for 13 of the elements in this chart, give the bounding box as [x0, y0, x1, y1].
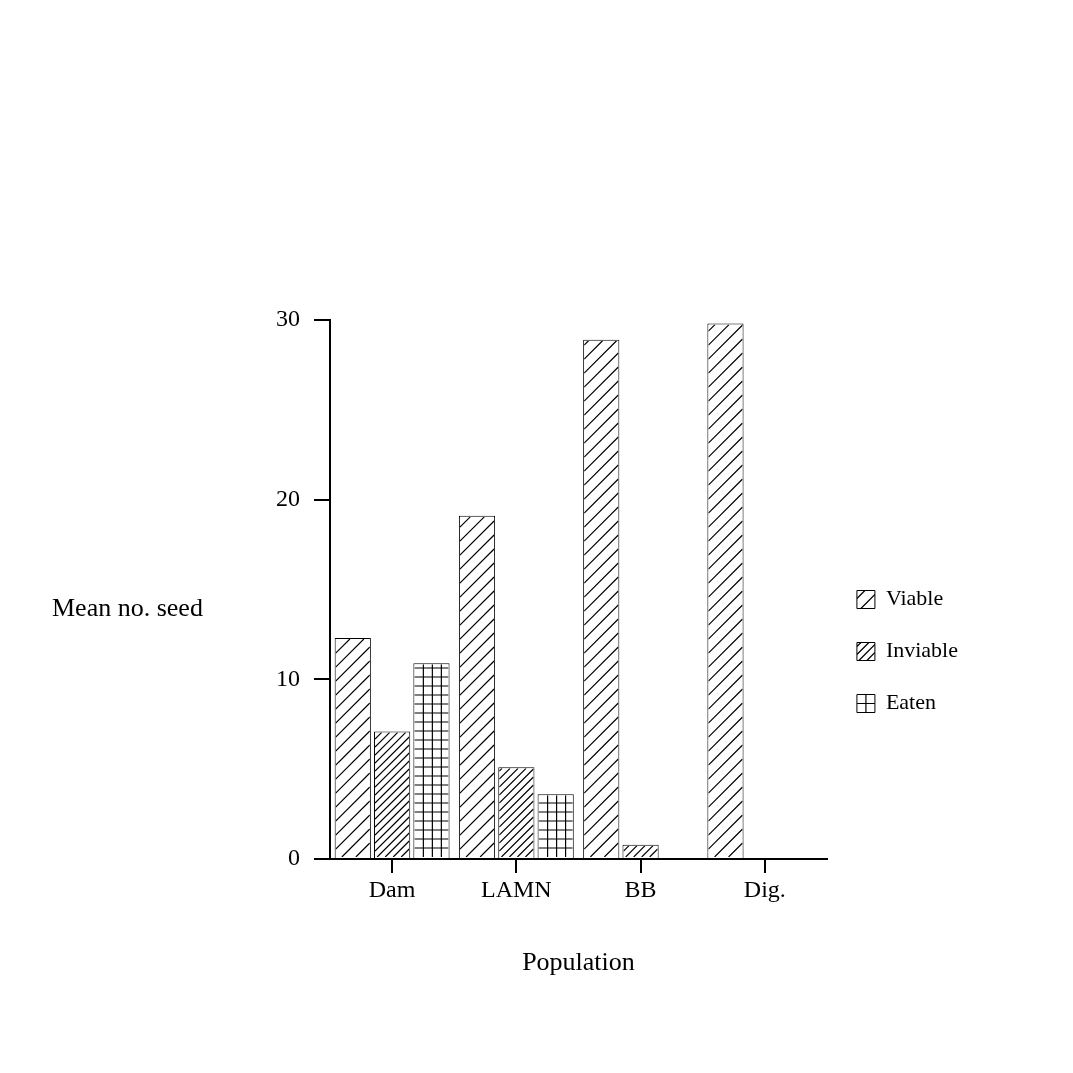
y-tick-label: 30 — [276, 305, 300, 332]
x-tick-label: BB — [624, 875, 657, 902]
legend-label: Inviable — [885, 637, 959, 663]
x-axis-title: Population — [522, 947, 635, 977]
y-tick-label: 0 — [288, 844, 300, 871]
x-tick-label: LAMN — [481, 875, 552, 902]
x-tick-label: Dam — [368, 875, 416, 902]
y-axis-title: Mean no. seed — [52, 593, 203, 623]
x-tick-label: Dig. — [743, 875, 786, 902]
legend-label: Eaten — [885, 689, 937, 715]
legend-label: Viable — [885, 585, 944, 611]
y-tick-label: 10 — [276, 664, 300, 691]
y-tick-label: 20 — [276, 484, 300, 511]
